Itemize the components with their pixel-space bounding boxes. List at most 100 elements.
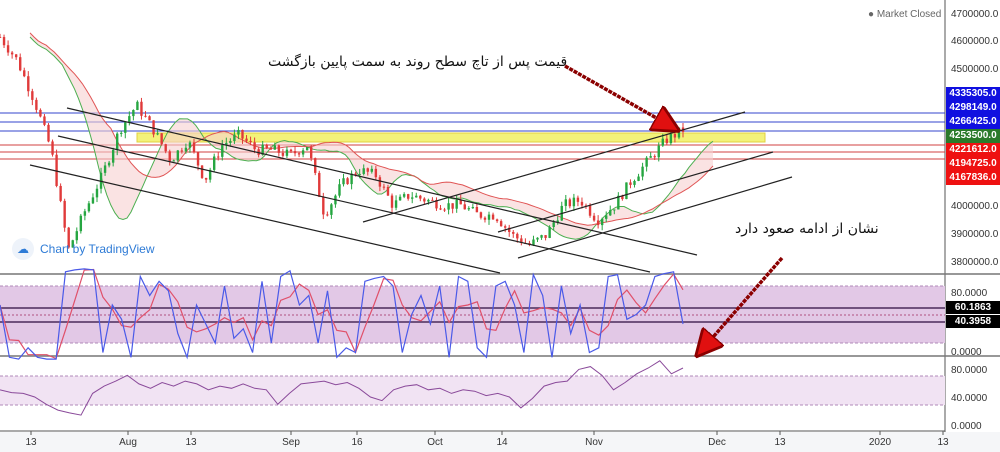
price-tick: 4500000.0 (951, 64, 999, 75)
candle-body (491, 214, 495, 220)
candle-body (443, 209, 446, 211)
candle-body (354, 173, 357, 175)
candle-body (277, 145, 281, 153)
rsi-line (0, 360, 684, 416)
candle-body (447, 203, 450, 210)
tradingview-watermark[interactable]: ☁ Chart by TradingView (12, 238, 155, 260)
candle-body (487, 214, 491, 220)
candle-body (6, 45, 10, 53)
arrow-bottom-icon[interactable] (700, 256, 784, 352)
candle-body (600, 218, 604, 226)
time-tick: Sep (282, 437, 300, 448)
candle-body (406, 194, 410, 199)
candle-body (107, 162, 111, 166)
candle-body (293, 151, 297, 154)
candle-body (411, 197, 414, 199)
candle-body (67, 227, 70, 248)
candle-body (289, 149, 293, 152)
candle-body (116, 133, 119, 150)
candle-body (568, 199, 572, 207)
candle-body (47, 124, 50, 142)
candle-body (14, 54, 18, 58)
desc-channel-upper[interactable] (66, 107, 698, 256)
candle-body (196, 152, 200, 166)
candle-body (415, 195, 418, 198)
candle-body (176, 150, 180, 161)
candle-body (516, 233, 519, 239)
candle-body (661, 138, 664, 146)
price-tag: 4167836.0 (946, 171, 1000, 185)
time-tick: 13 (25, 437, 37, 448)
candle-body (532, 239, 535, 245)
candle-body (75, 231, 78, 241)
candle-body (548, 226, 551, 238)
asc-channel-upper[interactable] (362, 111, 746, 223)
stoch-tick: 0.0000 (951, 347, 982, 358)
price-axis-ticks: 4700000.0 4600000.0 4500000.0 4000000.0 … (951, 9, 999, 432)
stoch-tick: 80.0000 (951, 288, 988, 299)
candle-body (19, 57, 22, 71)
candle-body (520, 238, 523, 244)
candle-body (318, 172, 321, 197)
asc-channel-middle[interactable] (497, 151, 774, 233)
candle-body (350, 173, 353, 185)
candle-body (459, 199, 462, 205)
candle-body (390, 195, 394, 208)
candle-body (43, 116, 46, 125)
desc-channel-lower[interactable] (29, 164, 501, 274)
candle-body (229, 140, 232, 143)
candle-body (120, 132, 123, 134)
candle-body (645, 157, 648, 167)
price-tag: 4335305.0 (946, 87, 1000, 101)
candle-body (180, 150, 184, 152)
candle-body (152, 120, 155, 135)
time-tick: 16 (351, 437, 363, 448)
stoch-tag-upper: 60.1863 (946, 301, 1000, 314)
candle-body (55, 154, 58, 186)
annotation-bottom: نشان از ادامه صعود دارد (735, 221, 879, 237)
candle-body (495, 219, 499, 222)
candle-body (31, 91, 34, 100)
candle-body (503, 226, 507, 228)
price-tag: 4221612.0 (946, 143, 1000, 157)
candle-body (23, 70, 26, 77)
time-axis[interactable] (0, 432, 1000, 452)
asc-channel-lower[interactable] (517, 176, 793, 259)
candle-body (423, 198, 426, 202)
time-tick: Aug (119, 437, 137, 448)
candle-body (95, 188, 99, 198)
desc-channel-middle[interactable] (57, 135, 651, 273)
cloud-fill (30, 32, 713, 240)
time-tick: 13 (774, 437, 786, 448)
arrow-top-icon[interactable] (564, 64, 674, 128)
candle-body (10, 52, 14, 55)
candle-body (499, 221, 503, 227)
candle-body (362, 168, 365, 174)
candle-body (111, 149, 115, 163)
candle-body (617, 195, 620, 210)
candle-body (79, 215, 83, 232)
candle-body (419, 195, 422, 199)
candle-body (148, 116, 151, 121)
price-tag: 4253500.0 (946, 129, 1000, 143)
candle-body (431, 199, 434, 201)
candle-body (208, 169, 212, 180)
candle-body (132, 110, 135, 117)
price-tick: 4000000.0 (951, 201, 999, 212)
rsi-tick: 0.0000 (951, 421, 982, 432)
candle-body (27, 76, 30, 92)
candle-body (192, 142, 196, 153)
candle-body (576, 197, 580, 202)
resistance-zone[interactable] (136, 132, 766, 143)
time-tick: Oct (427, 437, 443, 448)
candle-body (305, 147, 309, 151)
candle-body (136, 101, 139, 111)
candle-body (427, 199, 430, 202)
candle-body (633, 180, 636, 185)
candle-body (588, 205, 592, 216)
candle-body (512, 231, 515, 234)
candle-body (394, 200, 398, 208)
candle-body (382, 186, 386, 188)
candle-body (200, 165, 204, 178)
